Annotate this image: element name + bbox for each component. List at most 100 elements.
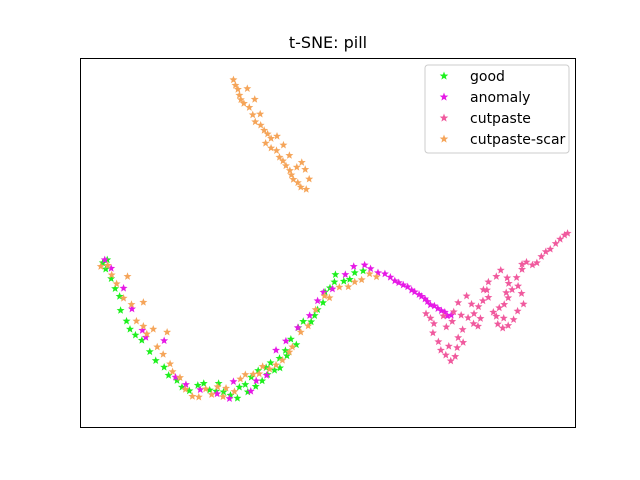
legend: good anomaly cutpaste cutpaste-scar [424,64,570,154]
point-anomaly [246,387,255,395]
point-cutpaste-scar [311,305,320,314]
point-good [270,365,279,374]
point-cutpaste [478,296,487,305]
point-good [345,275,354,283]
point-anomaly [252,376,261,385]
point-anomaly [319,288,328,296]
point-cutpaste [503,273,512,282]
point-cutpaste [496,265,505,274]
point-anomaly [181,380,190,388]
point-anomaly [138,326,147,334]
legend-label-cutpaste-scar: cutpaste-scar [470,132,566,148]
point-cutpaste [514,281,523,290]
point-cutpaste [448,317,457,325]
point-anomaly [410,287,419,296]
point-cutpaste [449,307,458,316]
point-anomaly [213,389,222,398]
point-cutpaste-scar [159,350,168,358]
point-cutpaste-scar [243,84,252,93]
point-cutpaste [484,293,493,301]
point-good [235,382,244,391]
point-cutpaste-scar [325,293,334,302]
point-anomaly [107,264,116,272]
point-cutpaste [464,313,473,322]
point-cutpaste-scar [304,321,313,330]
point-cutpaste-scar [261,139,270,147]
point-cutpaste [492,312,501,320]
point-cutpaste-scar [103,261,112,269]
point-cutpaste-scar [239,99,248,107]
point-anomaly [415,290,424,298]
point-good [282,351,291,360]
point-cutpaste-scar [256,120,265,129]
point-anomaly [426,300,435,309]
point-cutpaste-scar [123,272,132,280]
point-cutpaste-scar [96,262,105,270]
point-anomaly [141,333,150,341]
point-cutpaste [469,319,478,328]
point-good [275,363,284,372]
point-good [319,298,328,307]
point-cutpaste-scar [267,134,276,142]
plot-area-frame [80,58,576,428]
point-cutpaste [493,319,502,328]
point-anomaly [272,346,281,354]
point-cutpaste-scar [275,153,284,161]
point-cutpaste [546,244,555,253]
point-cutpaste [563,229,572,237]
legend-label-cutpaste: cutpaste [470,111,531,127]
point-anomaly [399,280,408,289]
point-cutpaste-scar [297,158,306,166]
point-cutpaste-scar [256,109,265,118]
point-cutpaste-scar [251,117,260,126]
point-cutpaste [429,319,438,328]
point-cutpaste-scar [230,387,239,395]
point-cutpaste [470,309,479,318]
legend-label-anomaly: anomaly [470,90,530,106]
point-cutpaste-scar [142,329,151,338]
point-anomaly [305,311,314,319]
point-anomaly [437,306,446,315]
point-good [212,387,221,395]
point-cutpaste [504,279,513,287]
point-cutpaste [451,352,460,360]
point-good [281,346,290,355]
point-cutpaste-scar [357,275,366,284]
point-cutpaste-scar [181,385,190,393]
point-cutpaste-scar [301,165,310,173]
point-anomaly [160,336,169,345]
point-cutpaste [442,322,451,331]
point-cutpaste [509,315,518,324]
point-good [350,268,359,277]
point-anomaly [423,297,432,305]
point-cutpaste-scar [296,182,305,191]
legend-frame [424,64,570,154]
point-anomaly [421,294,430,303]
point-cutpaste-scar [248,110,257,119]
point-cutpaste-scar [245,103,254,111]
point-cutpaste-scar [372,272,381,281]
point-good [254,366,263,374]
point-anomaly [417,292,426,300]
point-cutpaste [459,338,468,346]
point-good [339,277,348,285]
point-good [299,317,308,325]
point-cutpaste [508,285,517,294]
point-cutpaste [560,230,569,239]
point-cutpaste-scar [344,282,353,291]
point-cutpaste [441,350,450,359]
point-good [199,379,208,387]
point-cutpaste-scar [139,322,148,330]
point-anomaly [366,264,375,273]
point-cutpaste-scar [236,374,245,383]
point-cutpaste-scar [168,367,177,376]
point-anomaly [119,284,128,292]
point-cutpaste [556,234,565,243]
point-cutpaste [517,289,526,297]
point-good [160,363,169,371]
point-good [262,363,271,371]
point-cutpaste [504,293,513,302]
point-cutpaste [489,308,498,316]
point-cutpaste-scar [229,75,238,84]
